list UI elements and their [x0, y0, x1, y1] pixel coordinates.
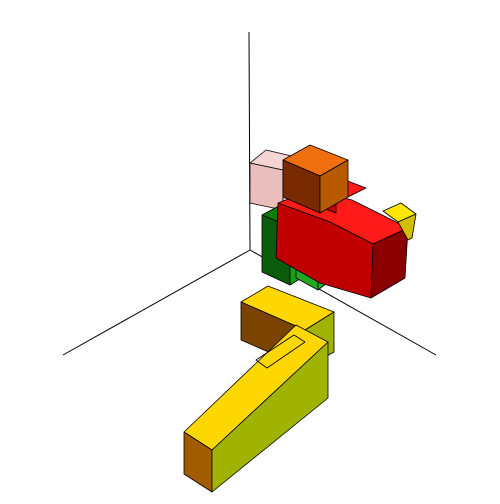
axis-x — [62, 249, 251, 356]
orange-cube — [282, 144, 349, 214]
small-yellow-block — [382, 202, 417, 241]
yellow-lower-block — [183, 324, 329, 493]
axis-z — [248, 31, 251, 251]
yellow-top-outline — [255, 334, 306, 369]
